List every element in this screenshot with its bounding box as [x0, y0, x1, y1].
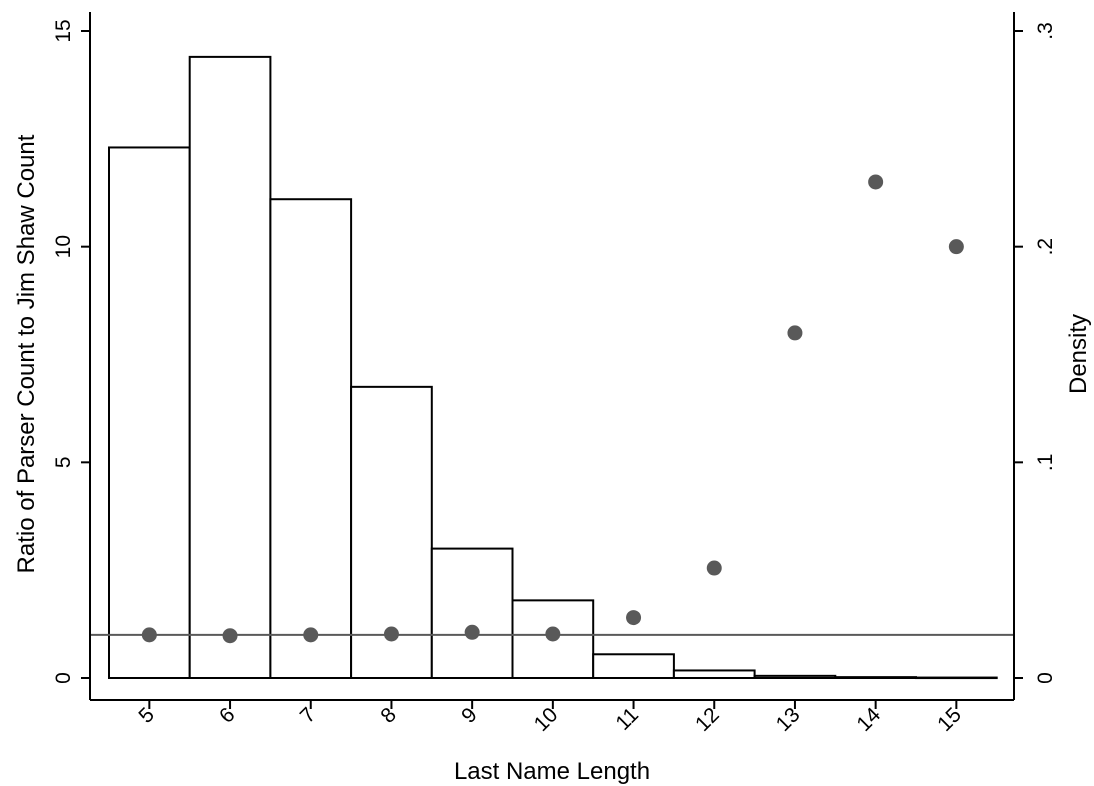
histogram-bar: [834, 676, 917, 679]
histogram-bar: [915, 676, 998, 680]
y-left-tick-label: 0: [52, 672, 75, 684]
x-tick-label: 12: [691, 703, 724, 736]
y-right-tick-label: 0: [1034, 672, 1057, 684]
y-axis-left-title: Ratio of Parser Count to Jim Shaw Count: [13, 134, 40, 573]
x-tick-label: 6: [215, 703, 240, 728]
y-left-tick-label: 10: [52, 235, 75, 258]
histogram-bar: [269, 198, 353, 679]
histogram-bar: [188, 55, 272, 679]
y-left-tick-label: 5: [52, 456, 75, 468]
scatter-point: [141, 627, 157, 643]
y-left-tick-label: 15: [52, 19, 75, 42]
scatter-point: [626, 610, 642, 626]
y-axis-right-title: Density: [1065, 314, 1092, 394]
x-tick-label: 10: [530, 703, 563, 736]
x-tick-label: 7: [296, 703, 321, 728]
axes: [81, 12, 1023, 709]
scatter-point: [303, 627, 319, 643]
scatter-points: [141, 174, 964, 644]
x-tick-label: 15: [933, 703, 966, 736]
scatter-point: [948, 239, 964, 255]
x-tick-label: 13: [772, 703, 805, 736]
histogram-bar: [592, 653, 675, 680]
x-axis-title: Last Name Length: [454, 758, 650, 785]
scatter-point: [706, 560, 722, 576]
x-tick-label: 8: [376, 703, 401, 728]
y-right-tick-label: .2: [1034, 238, 1057, 256]
x-tick-label: 5: [134, 703, 159, 728]
x-tick-label: 9: [457, 703, 482, 728]
x-tick-label: 14: [852, 703, 885, 736]
histogram-bar: [430, 547, 514, 679]
histogram-bars: [108, 55, 998, 680]
scatter-point: [545, 626, 561, 642]
scatter-point: [222, 628, 238, 644]
scatter-point: [383, 626, 399, 642]
y-right-tick-label: .3: [1034, 22, 1057, 40]
scatter-point: [787, 325, 803, 341]
scatter-point: [464, 624, 480, 640]
scatter-point: [868, 174, 884, 190]
y-right-tick-label: .1: [1034, 454, 1057, 472]
histogram-bar: [108, 146, 191, 679]
histogram-bar: [672, 669, 756, 679]
histogram-bar: [753, 674, 837, 679]
x-tick-label: 11: [611, 703, 643, 735]
